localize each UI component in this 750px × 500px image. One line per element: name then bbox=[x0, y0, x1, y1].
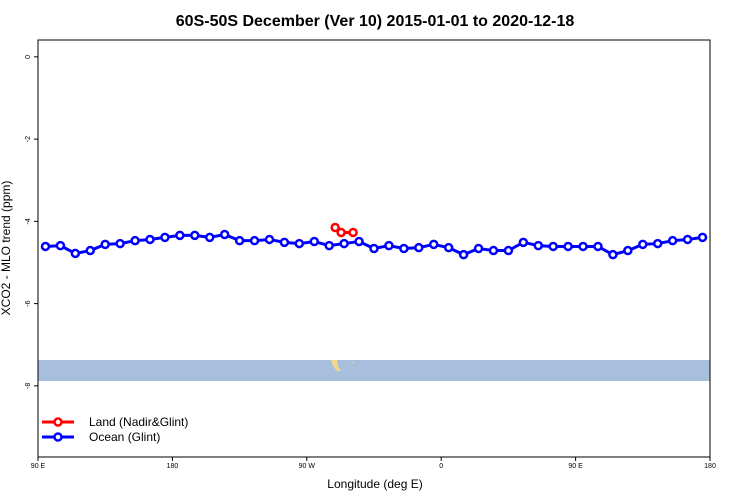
y-axis-label: XCO2 - MLO trend (ppm) bbox=[0, 181, 13, 316]
point bbox=[428, 239, 439, 250]
point bbox=[70, 248, 81, 259]
point bbox=[414, 242, 424, 253]
x-tick-label: 90 W bbox=[299, 463, 316, 470]
point bbox=[399, 243, 409, 254]
point bbox=[384, 240, 394, 251]
legend-label: Land (Nadir&Glint) bbox=[89, 415, 188, 429]
y-tick-label: 0 bbox=[25, 55, 32, 59]
point bbox=[354, 236, 364, 247]
point bbox=[100, 239, 110, 250]
land-shape bbox=[352, 362, 354, 363]
point bbox=[593, 241, 603, 252]
land-shape bbox=[331, 360, 341, 371]
point bbox=[458, 249, 469, 260]
point bbox=[563, 241, 573, 252]
point bbox=[443, 242, 454, 253]
point bbox=[548, 241, 558, 252]
y-tick-label: -4 bbox=[25, 218, 32, 224]
point bbox=[682, 234, 693, 245]
x-tick-label: 0 bbox=[439, 463, 443, 470]
point bbox=[623, 245, 633, 256]
legend-label: Ocean (Glint) bbox=[89, 430, 160, 444]
point bbox=[608, 249, 618, 260]
point bbox=[190, 230, 200, 241]
x-tick-label: 180 bbox=[167, 463, 179, 470]
point bbox=[697, 232, 708, 243]
point bbox=[336, 227, 346, 238]
point bbox=[279, 237, 290, 248]
chart-title: 60S-50S December (Ver 10) 2015-01-01 to … bbox=[176, 13, 575, 30]
point bbox=[503, 245, 514, 256]
point bbox=[652, 238, 663, 249]
point bbox=[130, 235, 140, 246]
point bbox=[533, 240, 544, 251]
legend-marker bbox=[53, 432, 63, 442]
point bbox=[324, 240, 334, 251]
point bbox=[160, 232, 170, 243]
legend-marker bbox=[53, 417, 63, 427]
x-tick-label: 180 bbox=[704, 463, 716, 470]
x-tick-label: 90 E bbox=[568, 463, 583, 470]
y-tick-label: -6 bbox=[25, 300, 32, 306]
point bbox=[339, 238, 349, 249]
y-tick-label: -2 bbox=[25, 136, 32, 142]
land-shape bbox=[387, 370, 388, 371]
point bbox=[264, 234, 275, 245]
point bbox=[330, 222, 340, 233]
point bbox=[294, 238, 305, 249]
point bbox=[309, 236, 320, 247]
y-tick-label: -8 bbox=[25, 383, 32, 389]
point bbox=[55, 240, 66, 251]
point bbox=[40, 241, 51, 252]
point bbox=[348, 227, 358, 238]
point bbox=[115, 238, 125, 249]
point bbox=[249, 235, 260, 246]
x-axis-label: Longitude (deg E) bbox=[327, 477, 422, 491]
point bbox=[578, 241, 588, 252]
point bbox=[473, 243, 484, 254]
point bbox=[204, 232, 215, 243]
point bbox=[369, 243, 379, 254]
point bbox=[488, 245, 499, 256]
point bbox=[518, 237, 529, 248]
point bbox=[234, 235, 245, 246]
x-tick-label: 90 E bbox=[31, 463, 46, 470]
point bbox=[638, 239, 648, 250]
point bbox=[219, 229, 230, 240]
plot-frame bbox=[37, 39, 711, 458]
point bbox=[175, 230, 185, 241]
point bbox=[667, 235, 678, 246]
point bbox=[85, 245, 96, 256]
map-band bbox=[38, 360, 710, 381]
point bbox=[145, 234, 155, 245]
